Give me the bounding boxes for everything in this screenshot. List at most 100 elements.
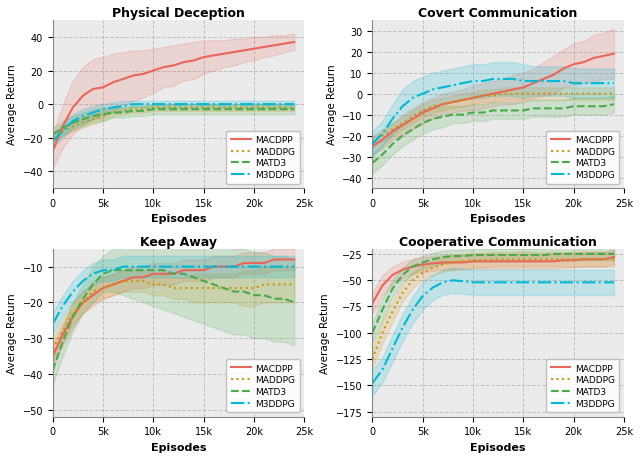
MACDPP [369,144,376,150]
MATD3 [540,106,547,112]
MATD3 [260,107,268,113]
M3DDPG [270,264,278,270]
MADDPG [399,121,406,127]
MACDPP [230,50,237,56]
MADDPG [180,285,188,291]
Y-axis label: Average Return: Average Return [7,65,17,145]
MATD3 [560,252,568,257]
M3DDPG [550,79,557,84]
MADDPG [250,285,258,291]
MACDPP [129,275,137,280]
M3DDPG [119,104,127,109]
Line: MATD3: MATD3 [372,254,614,333]
MADDPG [220,106,228,111]
MACDPP [59,332,67,337]
M3DDPG [190,264,198,270]
M3DDPG [200,102,207,108]
MADDPG [99,114,107,119]
M3DDPG [200,264,207,270]
MATD3 [520,108,527,114]
MACDPP [270,44,278,49]
MACDPP [89,293,97,298]
M3DDPG [409,96,417,101]
Line: MACDPP: MACDPP [372,55,614,147]
MATD3 [550,106,557,112]
MACDPP [59,124,67,129]
MADDPG [479,94,487,99]
MADDPG [388,309,396,315]
MADDPG [49,136,56,141]
MADDPG [291,106,298,111]
M3DDPG [89,111,97,116]
M3DDPG [260,102,268,108]
MACDPP [49,353,56,359]
MATD3 [369,330,376,336]
MACDPP [439,260,447,266]
M3DDPG [291,102,298,108]
MACDPP [580,257,588,263]
MATD3 [509,253,517,258]
MATD3 [220,285,228,291]
MACDPP [129,73,137,79]
M3DDPG [49,139,56,145]
M3DDPG [140,264,147,270]
MATD3 [479,253,487,258]
MATD3 [49,368,56,373]
MATD3 [499,253,507,258]
M3DDPG [550,280,557,285]
MACDPP [210,54,218,59]
MATD3 [490,108,497,114]
MADDPG [140,107,147,113]
M3DDPG [429,88,436,93]
MACDPP [379,138,387,143]
MACDPP [399,268,406,273]
MATD3 [190,107,198,113]
MACDPP [190,268,198,274]
MATD3 [610,102,618,108]
MATD3 [550,252,557,257]
MACDPP [429,106,436,112]
MADDPG [89,117,97,123]
MATD3 [200,279,207,284]
MACDPP [600,257,608,263]
MATD3 [469,253,477,258]
MATD3 [429,257,436,263]
M3DDPG [159,264,167,270]
MACDPP [529,81,537,87]
M3DDPG [459,279,467,285]
MADDPG [429,104,436,110]
MACDPP [150,68,157,74]
MACDPP [550,73,557,78]
MACDPP [170,64,177,69]
MADDPG [240,106,248,111]
M3DDPG [570,81,577,87]
MACDPP [79,300,87,305]
MACDPP [159,65,167,71]
M3DDPG [520,79,527,84]
MATD3 [270,297,278,302]
M3DDPG [499,77,507,83]
Y-axis label: Average Return: Average Return [326,65,337,145]
M3DDPG [79,114,87,119]
MADDPG [379,134,387,139]
MACDPP [240,49,248,54]
MATD3 [170,107,177,113]
MADDPG [449,260,457,266]
MADDPG [170,106,177,111]
MATD3 [399,273,406,278]
MADDPG [439,102,447,108]
M3DDPG [280,102,288,108]
M3DDPG [49,321,56,327]
MADDPG [79,300,87,305]
MADDPG [610,92,618,97]
MADDPG [250,106,258,111]
MADDPG [499,92,507,97]
MADDPG [159,106,167,111]
M3DDPG [560,280,568,285]
MACDPP [220,264,228,270]
M3DDPG [388,346,396,352]
MATD3 [529,253,537,258]
MACDPP [590,257,598,263]
MATD3 [439,255,447,260]
M3DDPG [459,81,467,87]
